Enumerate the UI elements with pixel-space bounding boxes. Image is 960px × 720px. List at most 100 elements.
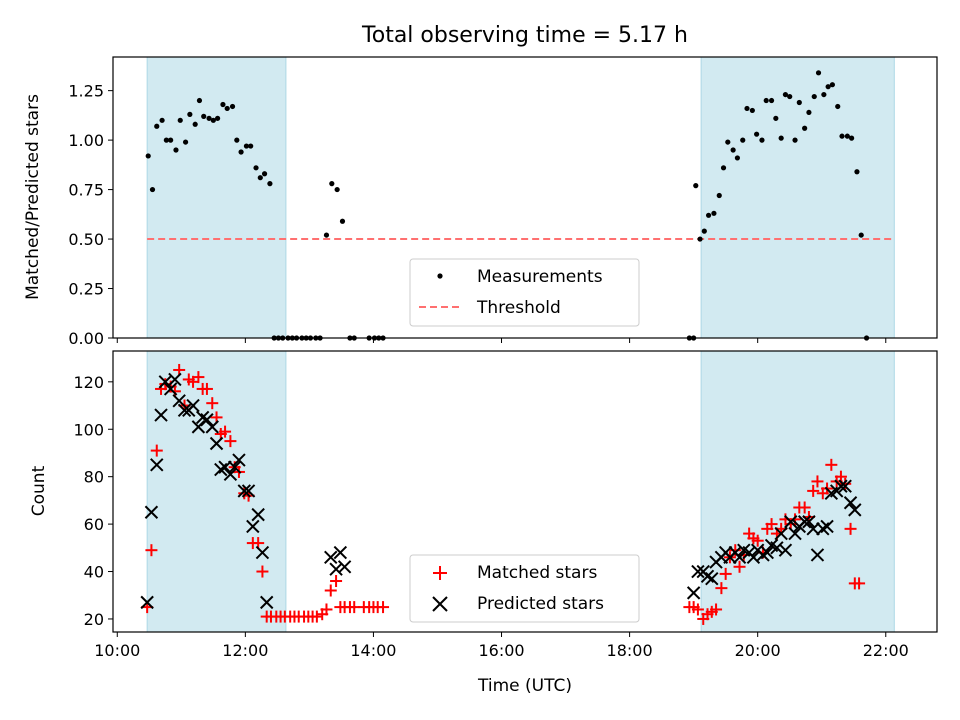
- matched-star-point: [224, 435, 237, 448]
- predicted-star-point: [806, 522, 820, 536]
- predicted-x-b: [246, 519, 260, 534]
- predicted-star-point: [163, 382, 178, 396]
- predicted-star-point: [778, 543, 793, 557]
- predicted-star-point: [177, 403, 192, 417]
- measurement-point: [261, 171, 268, 177]
- measurement-point: [206, 115, 212, 121]
- measurement-point: [759, 137, 765, 143]
- y-tick-label: 20: [84, 610, 104, 629]
- predicted-x-b: [778, 543, 793, 557]
- measurement-point: [825, 84, 831, 90]
- predicted-x-b: [700, 569, 715, 583]
- predicted-star-point: [834, 479, 848, 493]
- shaded-interval: [700, 350, 895, 633]
- predicted-x-b: [150, 458, 164, 472]
- top-axes-frame: [112, 56, 938, 339]
- measurement-point: [802, 125, 808, 131]
- measurement-point: [210, 117, 216, 123]
- x-tick-label: 22:00: [863, 641, 909, 660]
- measurement-point: [168, 137, 174, 143]
- top-legend-box: [409, 258, 640, 327]
- measurement-point: [849, 135, 855, 141]
- bottom-axes-frame: [112, 350, 938, 633]
- predicted-x-b: [784, 515, 798, 529]
- predicted-x-b: [838, 479, 852, 493]
- predicted-star-point: [186, 398, 200, 413]
- predicted-star-point: [770, 541, 784, 555]
- bottom-y-axis-label: Count: [29, 465, 49, 516]
- predicted-star-point: [774, 526, 788, 541]
- predicted-x-b: [788, 526, 802, 541]
- shaded-interval: [146, 350, 287, 633]
- top-y-axis: 0.00 0.25 0.50 0.75 1.00 1.25: [68, 82, 113, 348]
- x-tick-label: 14:00: [350, 641, 396, 660]
- matched-star-point: [192, 371, 205, 384]
- predicted-star-point: [223, 467, 238, 482]
- predicted-star-point: [232, 453, 246, 467]
- predicted-star-point: [705, 571, 719, 586]
- measurement-point: [248, 143, 254, 149]
- threshold-legend-label: Threshold: [476, 298, 561, 318]
- predicted-star-point: [144, 505, 159, 519]
- predicted-x-b: [177, 403, 192, 417]
- predicted-x-b: [154, 408, 168, 422]
- predicted-x-b: [324, 550, 338, 565]
- measurement-point: [701, 228, 707, 234]
- matched-star-point: [839, 477, 852, 490]
- shaded-interval: [700, 56, 895, 339]
- bottom-shaded-intervals: [146, 350, 895, 633]
- measurement-point: [253, 165, 259, 171]
- measurement-point: [829, 82, 835, 88]
- matched-star-point: [765, 518, 778, 531]
- top-panel: 0.00 0.25 0.50 0.75 1.00 1.25 Matched/Predict…: [23, 56, 938, 348]
- predicted-x-b: [764, 538, 779, 553]
- predicted-star-point: [333, 545, 348, 560]
- predicted-star-point: [802, 515, 816, 529]
- predicted-x-b: [163, 382, 178, 396]
- matched-star-point: [330, 575, 343, 588]
- x-tick-label: 20:00: [735, 641, 781, 660]
- measurement-point: [854, 169, 860, 175]
- measurement-point: [711, 210, 717, 216]
- measurement-point: [224, 105, 230, 112]
- measurement-point: [796, 99, 802, 106]
- predicted-x-b: [802, 515, 816, 529]
- matched-star-point: [811, 475, 824, 488]
- measurements-legend-marker: [437, 273, 443, 279]
- predicted-x-b: [241, 484, 256, 498]
- measurement-point: [257, 175, 263, 181]
- measurement-point: [720, 165, 727, 171]
- predicted-x-b: [686, 586, 701, 600]
- measurement-point: [782, 91, 789, 98]
- predicted-star-point: [205, 420, 219, 434]
- predicted-x-b: [259, 595, 274, 610]
- predicted-x-b: [797, 515, 812, 529]
- y-tick-label: 1.25: [68, 82, 104, 101]
- matched-star-point: [310, 610, 323, 623]
- matched-star-point: [256, 565, 269, 578]
- predicted-star-point: [241, 484, 256, 498]
- y-tick-label: 0.75: [68, 181, 104, 200]
- predicted-x-b: [732, 550, 747, 565]
- bottom-legend: Matched stars Predicted stars: [409, 554, 640, 623]
- y-tick-label: 60: [84, 515, 104, 534]
- measurement-point: [323, 232, 330, 238]
- predicted-star-point: [760, 545, 774, 560]
- predicted-x-b: [172, 394, 186, 408]
- predicted-legend-label: Predicted stars: [477, 594, 604, 614]
- matched-star-point: [206, 397, 219, 410]
- measurement-point: [693, 183, 699, 189]
- measurement-point: [329, 181, 335, 187]
- measurement-point: [339, 218, 346, 224]
- matched-legend-marker: [433, 566, 447, 580]
- y-tick-label: 100: [73, 420, 104, 439]
- predicted-x-b: [209, 436, 224, 451]
- matched-star-point: [751, 534, 764, 547]
- predicted-x-b: [337, 560, 352, 574]
- predicted-x-b: [834, 479, 848, 493]
- matched-star-point: [853, 577, 866, 590]
- measurement-point: [705, 212, 712, 218]
- measurement-point: [243, 143, 250, 149]
- measurement-point: [192, 121, 198, 127]
